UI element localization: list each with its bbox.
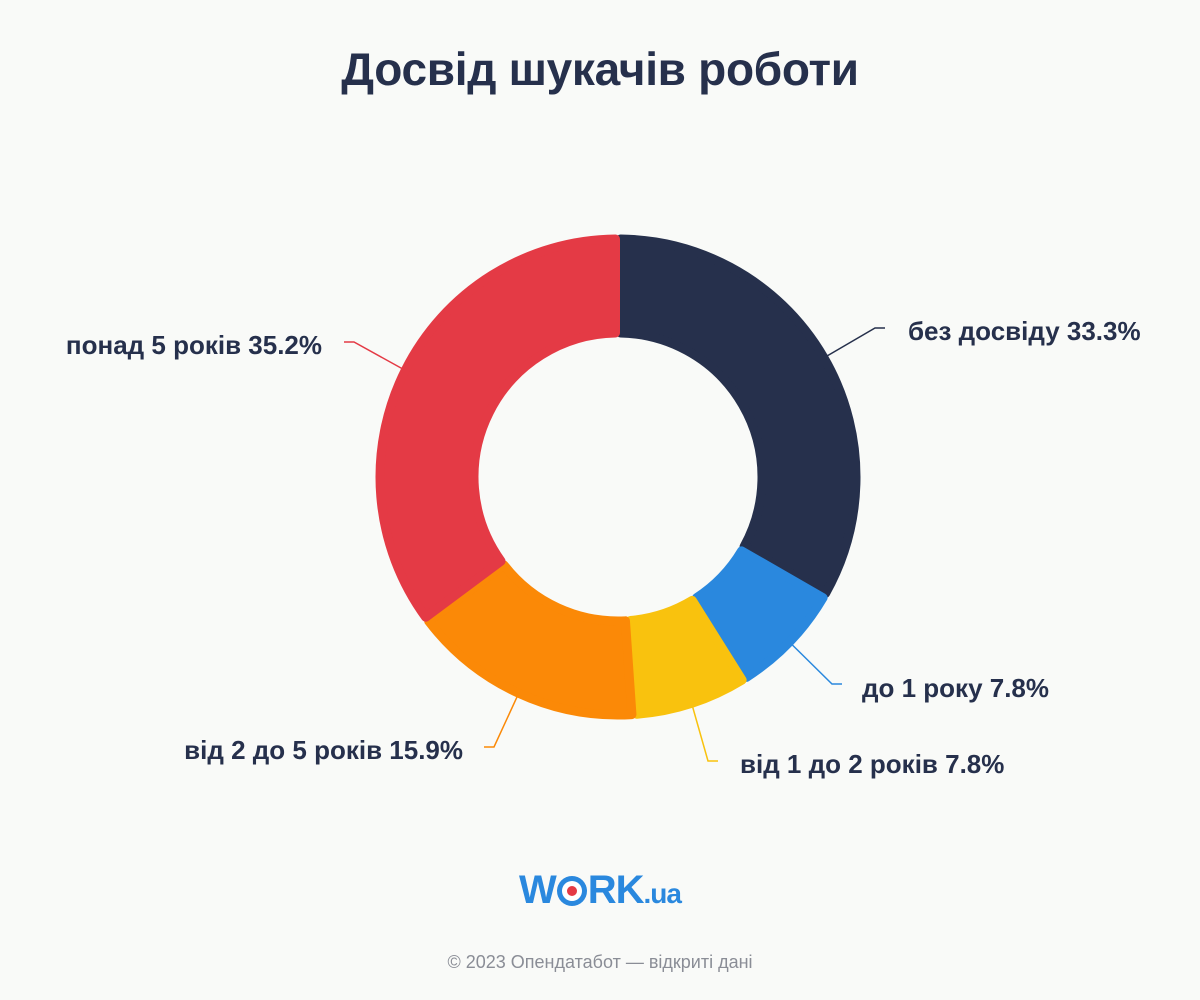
slice-label-2: до 1 року 7.8% [862,673,1049,703]
labels-group: без досвіду 33.3% до 1 року 7.8% від 1 до … [66,316,1141,779]
logo-suffix: .ua [643,878,682,909]
leader-line-5 [344,341,404,371]
slice-label-3: від 1 до 2 років 7.8% [740,749,1004,779]
footer-credit: © 2023 Опендатабот — відкриті дані [447,952,753,972]
slice-2 [692,546,828,682]
logo-text-start: W [518,868,557,912]
slice-1 [616,234,861,598]
logo-text-end: RK [587,868,645,912]
slice-label-5: понад 5 років 35.2% [66,330,322,360]
slices-group [375,234,861,720]
slice-3 [625,595,747,719]
leader-line-3 [691,705,718,762]
chart-title: Досвід шукачів роботи [341,43,859,95]
logo-target-icon [556,876,587,906]
slice-4 [424,560,637,720]
slice-label-1: без досвіду 33.3% [908,316,1141,346]
leader-line-1 [825,327,885,358]
leader-line-2 [790,642,842,685]
work-ua-logo: W RK.ua [0,868,1200,913]
leader-line-4 [484,694,519,748]
slice-label-4: від 2 до 5 років 15.9% [184,735,463,765]
slice-5 [375,234,620,622]
leaders-group [344,327,885,762]
